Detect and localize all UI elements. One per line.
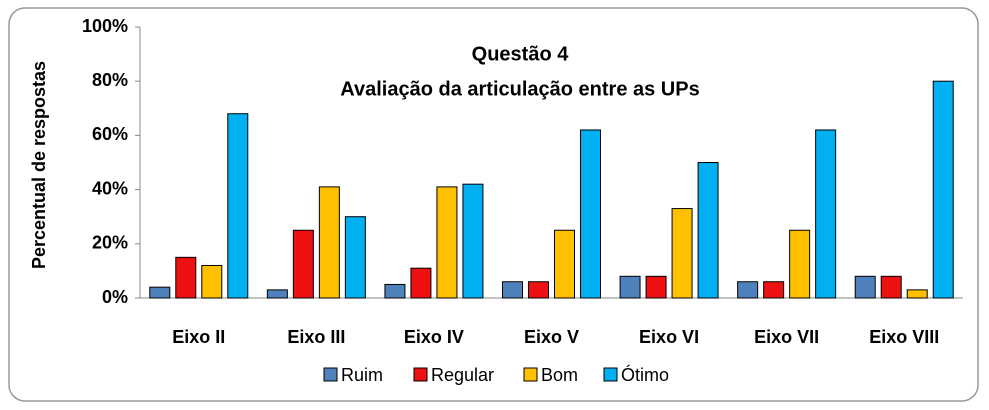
y-tick-label: 60% [92, 124, 128, 144]
bar [410, 267, 432, 299]
bar [671, 208, 693, 299]
bar [580, 129, 601, 299]
x-tick-label: Eixo VI [639, 327, 699, 347]
bar [932, 80, 954, 299]
y-tick-label: 80% [92, 70, 128, 90]
chart-title: Questão 4 [472, 43, 570, 65]
bar [763, 281, 785, 299]
bar [266, 289, 288, 299]
y-tick-label: 100% [82, 16, 128, 36]
x-tick-label: Eixo VII [754, 327, 819, 347]
x-tick-label: Eixo VIII [869, 327, 939, 347]
bar [149, 286, 171, 299]
bar [436, 186, 458, 299]
x-tick-label: Eixo III [287, 327, 345, 347]
legend-label: Ruim [341, 365, 383, 385]
bar [880, 275, 902, 299]
x-tick-label: Eixo V [524, 327, 579, 347]
bar [528, 281, 549, 299]
legend-swatch [413, 367, 428, 382]
bar [175, 256, 197, 299]
bar [384, 283, 406, 299]
bar [554, 229, 575, 299]
y-tick-label: 0% [102, 287, 128, 307]
y-tick-label: 40% [92, 178, 128, 198]
bar [502, 281, 523, 299]
legend-label: Regular [431, 365, 494, 385]
y-tick-label: 20% [92, 233, 128, 253]
chart-frame [8, 7, 979, 402]
y-axis-label: Percentual de respostas [29, 61, 49, 269]
bar [854, 275, 876, 299]
legend-label: Ótimo [621, 364, 669, 385]
bar [789, 229, 811, 299]
bar [201, 264, 223, 299]
bar [292, 229, 314, 299]
legend-swatch [603, 367, 618, 382]
bar [227, 113, 249, 299]
legend-swatch [523, 367, 538, 382]
bar [815, 129, 837, 299]
x-tick-label: Eixo II [172, 327, 225, 347]
bar [344, 216, 366, 299]
bar [906, 289, 928, 299]
bar [697, 162, 719, 299]
legend-label: Bom [541, 365, 578, 385]
legend-swatch [323, 367, 338, 382]
bar [462, 183, 484, 299]
x-tick-label: Eixo IV [404, 327, 464, 347]
bar [645, 275, 667, 299]
bar [318, 186, 340, 299]
chart-subtitle: Avaliação da articulação entre as UPs [340, 78, 699, 100]
bar [619, 275, 641, 299]
bar [737, 281, 759, 299]
